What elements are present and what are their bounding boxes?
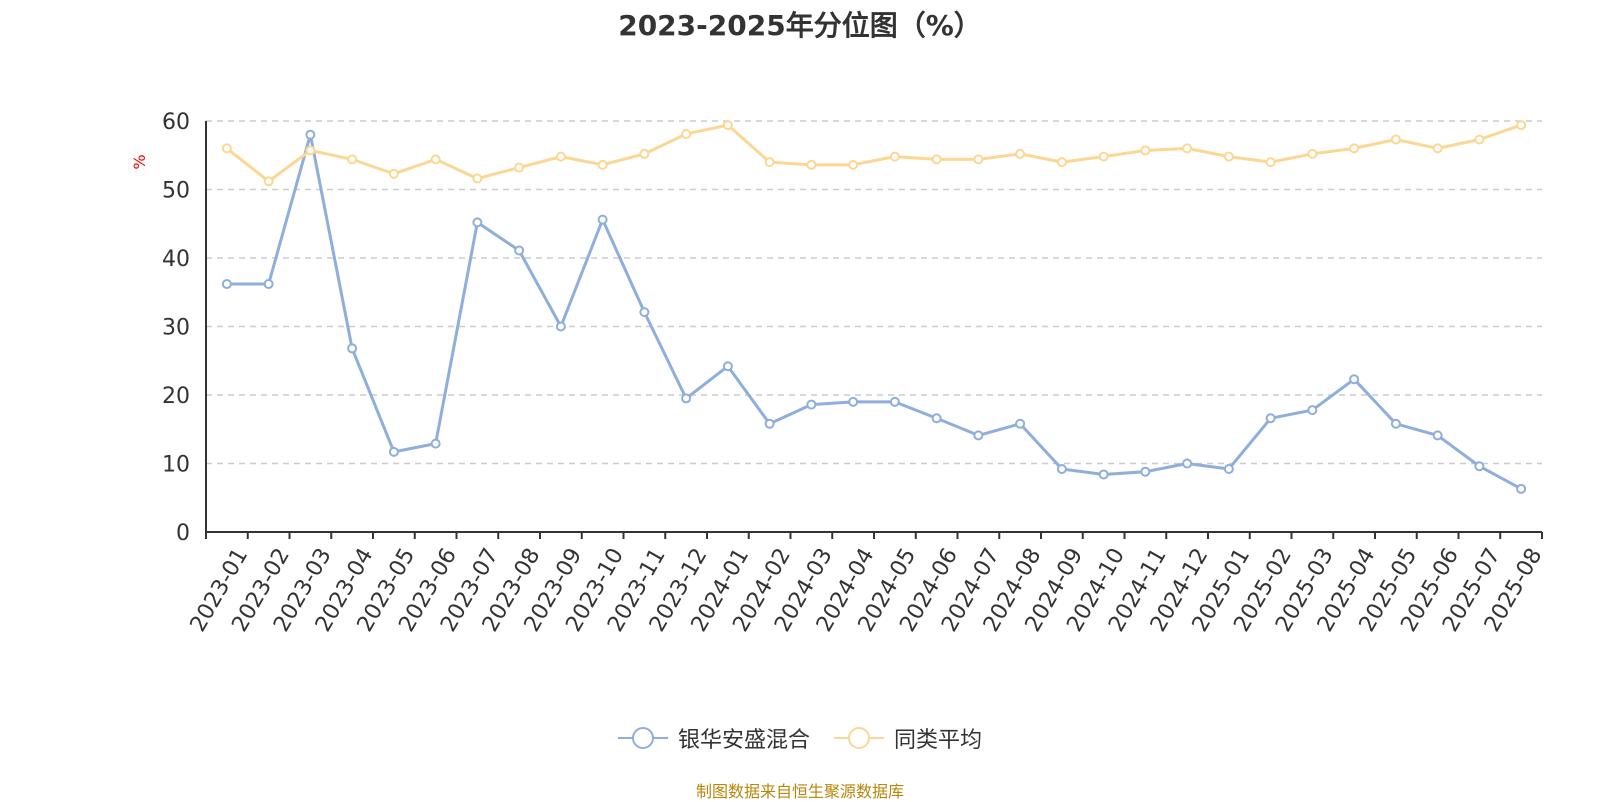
data-point[interactable]: [1098, 469, 1109, 480]
data-point[interactable]: [305, 129, 316, 140]
legend-marker-series-2: [834, 727, 884, 749]
data-point[interactable]: [848, 159, 859, 170]
data-point[interactable]: [1432, 143, 1443, 154]
series: [221, 120, 1527, 494]
data-point[interactable]: [1390, 134, 1401, 145]
data-point[interactable]: [430, 154, 441, 165]
data-point[interactable]: [931, 413, 942, 424]
legend: 银华安盛混合 同类平均: [0, 722, 1600, 754]
y-tick-label: 0: [176, 521, 190, 546]
data-point[interactable]: [806, 159, 817, 170]
data-point[interactable]: [722, 120, 733, 131]
data-point[interactable]: [555, 151, 566, 162]
data-point[interactable]: [639, 148, 650, 159]
data-point[interactable]: [973, 154, 984, 165]
data-point[interactable]: [472, 173, 483, 184]
data-point[interactable]: [388, 446, 399, 457]
data-point[interactable]: [430, 438, 441, 449]
data-point[interactable]: [514, 245, 525, 256]
data-point[interactable]: [221, 143, 232, 154]
data-point[interactable]: [1223, 151, 1234, 162]
data-point[interactable]: [347, 343, 358, 354]
data-point[interactable]: [681, 393, 692, 404]
data-point[interactable]: [1474, 134, 1485, 145]
data-point[interactable]: [388, 168, 399, 179]
y-tick-label: 60: [162, 110, 190, 135]
y-tick-label: 40: [162, 247, 190, 272]
data-point[interactable]: [597, 214, 608, 225]
data-point[interactable]: [1307, 405, 1318, 416]
data-point[interactable]: [1474, 461, 1485, 472]
data-point[interactable]: [1432, 430, 1443, 441]
y-tick-label: 20: [162, 384, 190, 409]
data-point[interactable]: [221, 279, 232, 290]
data-point[interactable]: [722, 361, 733, 372]
data-point[interactable]: [806, 399, 817, 410]
series-line-1: [226, 133, 1522, 491]
legend-label-series-2: 同类平均: [894, 728, 983, 753]
data-point[interactable]: [263, 176, 274, 187]
legend-item-series-1[interactable]: 银华安盛混合: [617, 722, 810, 754]
data-point[interactable]: [1265, 413, 1276, 424]
data-point[interactable]: [1516, 120, 1527, 131]
data-point[interactable]: [305, 145, 316, 156]
data-point[interactable]: [1182, 143, 1193, 154]
data-point[interactable]: [1056, 157, 1067, 168]
legend-label-series-1: 银华安盛混合: [677, 728, 810, 753]
data-point[interactable]: [848, 396, 859, 407]
data-point[interactable]: [931, 154, 942, 165]
data-point[interactable]: [1349, 374, 1360, 385]
data-point[interactable]: [1140, 145, 1151, 156]
y-axis-label: %: [130, 154, 149, 169]
data-point[interactable]: [263, 279, 274, 290]
chart-title: 2023-2025年分位图（%）: [618, 9, 982, 42]
data-point[interactable]: [1516, 483, 1527, 494]
data-point[interactable]: [514, 162, 525, 173]
data-point[interactable]: [347, 154, 358, 165]
data-point[interactable]: [639, 307, 650, 318]
series-line-2: [225, 123, 1522, 183]
data-point[interactable]: [973, 430, 984, 441]
data-point[interactable]: [1140, 466, 1151, 477]
y-tick-label: 10: [162, 453, 190, 478]
data-point[interactable]: [1056, 463, 1067, 474]
data-point[interactable]: [1349, 143, 1360, 154]
data-point[interactable]: [1015, 418, 1026, 429]
data-point[interactable]: [764, 157, 775, 168]
data-point[interactable]: [1265, 157, 1276, 168]
data-point[interactable]: [681, 129, 692, 140]
data-point[interactable]: [1015, 148, 1026, 159]
data-point[interactable]: [1307, 148, 1318, 159]
data-point[interactable]: [555, 321, 566, 332]
data-point[interactable]: [1223, 463, 1234, 474]
legend-item-series-2[interactable]: 同类平均: [834, 722, 982, 754]
data-point[interactable]: [1390, 418, 1401, 429]
gridlines: [206, 120, 1542, 465]
data-point[interactable]: [1098, 151, 1109, 162]
legend-marker-series-1: [617, 727, 668, 749]
data-point[interactable]: [1182, 458, 1193, 469]
y-tick-label: 30: [162, 316, 190, 341]
y-tick-label: 50: [162, 179, 190, 204]
data-point[interactable]: [889, 151, 900, 162]
data-point[interactable]: [764, 418, 775, 429]
data-point[interactable]: [889, 396, 900, 407]
data-point[interactable]: [597, 159, 608, 170]
data-source-note: 制图数据来自恒生聚源数据库: [695, 782, 904, 801]
data-point[interactable]: [472, 217, 483, 228]
